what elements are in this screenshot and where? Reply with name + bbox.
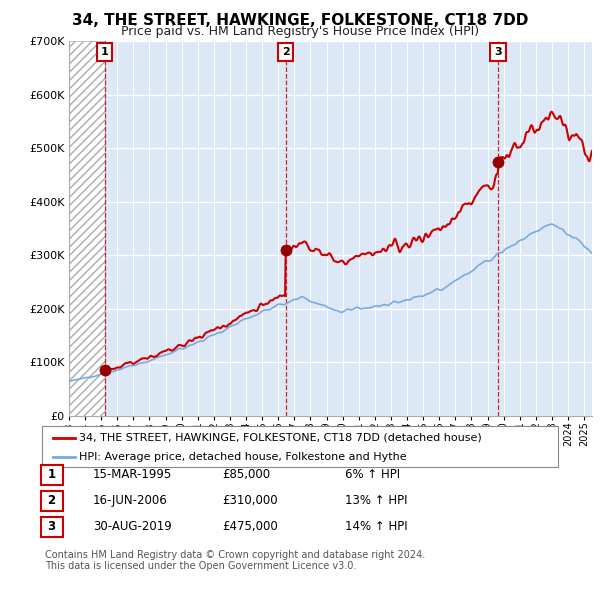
Text: 2: 2 <box>282 47 290 57</box>
Bar <box>104 41 592 416</box>
Text: 34, THE STREET, HAWKINGE, FOLKESTONE, CT18 7DD (detached house): 34, THE STREET, HAWKINGE, FOLKESTONE, CT… <box>79 432 482 442</box>
Text: 16-JUN-2006: 16-JUN-2006 <box>93 494 168 507</box>
Text: £475,000: £475,000 <box>222 520 278 533</box>
Text: 1: 1 <box>47 468 56 481</box>
Text: 6% ↑ HPI: 6% ↑ HPI <box>345 468 400 481</box>
Text: HPI: Average price, detached house, Folkestone and Hythe: HPI: Average price, detached house, Folk… <box>79 452 407 462</box>
Bar <box>69 41 104 416</box>
Text: 15-MAR-1995: 15-MAR-1995 <box>93 468 172 481</box>
Text: 34, THE STREET, HAWKINGE, FOLKESTONE, CT18 7DD: 34, THE STREET, HAWKINGE, FOLKESTONE, CT… <box>72 13 528 28</box>
Text: 1: 1 <box>101 47 109 57</box>
Text: £310,000: £310,000 <box>222 494 278 507</box>
Text: 13% ↑ HPI: 13% ↑ HPI <box>345 494 407 507</box>
Text: 14% ↑ HPI: 14% ↑ HPI <box>345 520 407 533</box>
Text: 2: 2 <box>47 494 56 507</box>
Text: £85,000: £85,000 <box>222 468 270 481</box>
Text: Contains HM Land Registry data © Crown copyright and database right 2024.
This d: Contains HM Land Registry data © Crown c… <box>45 550 425 572</box>
Text: 3: 3 <box>494 47 502 57</box>
Text: 3: 3 <box>47 520 56 533</box>
Text: Price paid vs. HM Land Registry's House Price Index (HPI): Price paid vs. HM Land Registry's House … <box>121 25 479 38</box>
Text: 30-AUG-2019: 30-AUG-2019 <box>93 520 172 533</box>
